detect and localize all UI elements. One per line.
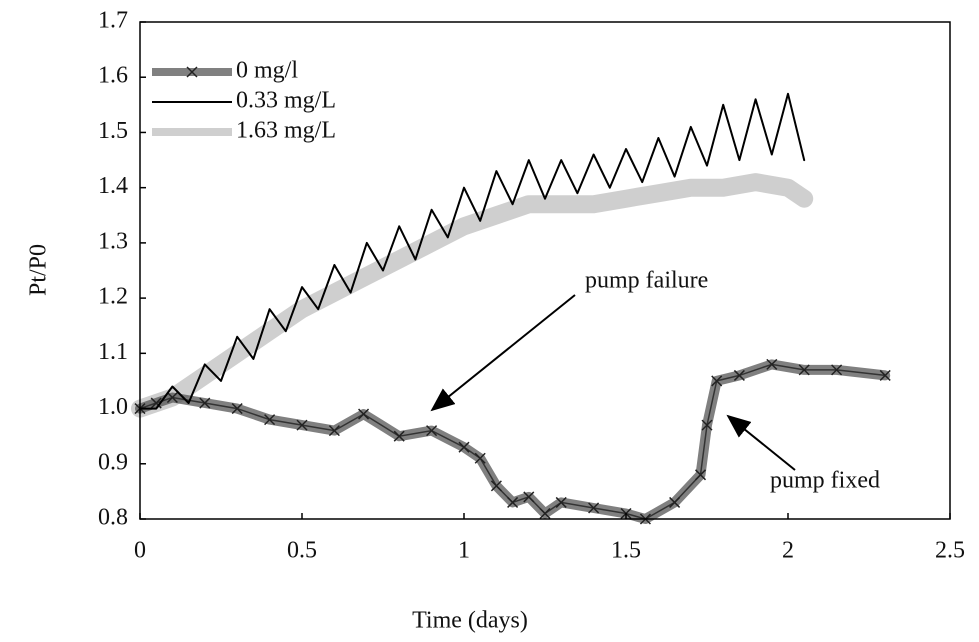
point-marker <box>296 419 308 431</box>
series-line <box>131 173 814 418</box>
point-marker <box>766 358 778 370</box>
point-marker <box>555 496 567 508</box>
y-axis-label: Pt/P0 <box>26 244 52 296</box>
point-marker <box>328 425 340 437</box>
point-marker <box>539 507 551 520</box>
y-tick-label: 1.5 <box>98 118 128 144</box>
point-marker <box>694 469 707 481</box>
point-marker <box>711 375 723 387</box>
y-tick-label: 1.0 <box>98 394 128 420</box>
y-tick-label: 1.7 <box>98 8 128 34</box>
x-tick-label: 1.5 <box>611 538 641 564</box>
legend-label: 0 mg/l <box>236 58 298 84</box>
y-tick-label: 1.6 <box>98 63 128 89</box>
point-marker <box>426 425 438 437</box>
point-marker <box>358 408 370 420</box>
y-tick-label: 0.9 <box>98 449 128 475</box>
plot-area <box>131 92 891 525</box>
point-marker <box>588 502 600 514</box>
point-marker <box>669 496 681 508</box>
point-marker <box>490 480 502 492</box>
legend-label: 0.33 mg/L <box>236 88 336 114</box>
series-line <box>135 359 891 524</box>
point-marker <box>393 430 405 442</box>
point-marker <box>199 397 211 409</box>
annotation: pump fixed <box>770 468 880 494</box>
series-line-core <box>139 363 886 520</box>
point-marker <box>458 441 470 453</box>
point-marker <box>831 364 843 376</box>
x-tick-label: 1 <box>458 538 470 564</box>
point-marker <box>507 496 519 508</box>
point-marker <box>523 491 535 503</box>
y-tick-label: 1.2 <box>98 284 128 310</box>
point-marker <box>264 414 276 426</box>
y-tick-label: 1.4 <box>98 173 128 199</box>
point-marker <box>701 419 713 431</box>
legend-label: 1.63 mg/L <box>236 118 336 144</box>
point-marker <box>733 369 745 381</box>
annotation-arrow <box>430 294 576 412</box>
annotation-arrow <box>726 414 796 471</box>
point-marker <box>150 397 162 409</box>
point-marker <box>231 403 243 415</box>
axes-frame <box>139 21 951 520</box>
point-marker <box>166 391 178 404</box>
y-tick-label: 1.3 <box>98 228 128 254</box>
x-axis-label: Time (days) <box>412 608 528 634</box>
point-marker <box>798 364 810 376</box>
x-tick-label: 0 <box>134 538 146 564</box>
y-tick-label: 0.8 <box>98 505 128 531</box>
point-marker <box>474 452 486 464</box>
x-tick-label: 2 <box>782 538 794 564</box>
y-tick-label: 1.1 <box>98 339 128 365</box>
legend-marker <box>186 66 198 78</box>
x-tick-label: 0.5 <box>287 538 317 564</box>
series-line <box>139 92 806 410</box>
x-tick-label: 2.5 <box>935 538 965 564</box>
point-marker <box>879 369 891 381</box>
annotation: pump failure <box>585 268 708 294</box>
